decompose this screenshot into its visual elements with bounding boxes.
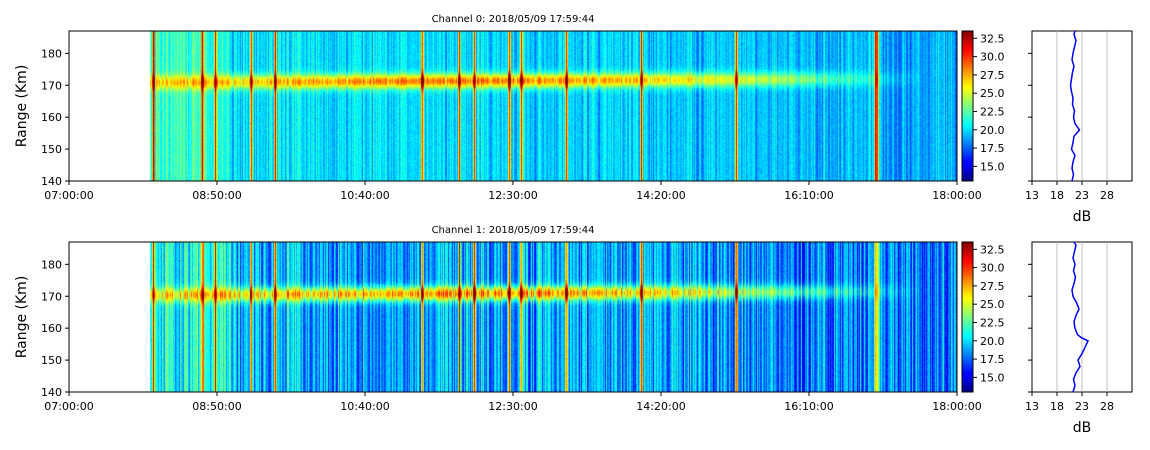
y-axis-label: Range (Km): [14, 65, 30, 148]
profile-x-tick-label: 18: [1050, 189, 1064, 202]
colorbar-tick-label: 32.5: [980, 32, 1005, 45]
y-tick-label: 150: [41, 354, 62, 367]
profile-x-tick-label: 28: [1100, 189, 1114, 202]
x-tick-label: 14:20:00: [636, 400, 685, 413]
heatmap-plot: 07:00:00 08:50:00 10:40:00 12:30:00 14:20:00…: [14, 30, 982, 202]
x-tick-label: 12:30:00: [488, 400, 537, 413]
x-tick-label: 10:40:00: [340, 189, 389, 202]
profile-x-ticks: 13 18 23 28: [1025, 392, 1114, 413]
colorbar-tick-label: 22.5: [980, 105, 1005, 118]
colorbar-tick-label: 30.0: [980, 51, 1005, 64]
y-tick-label: 180: [41, 47, 62, 60]
profile-y-ticks: [1028, 52, 1032, 182]
y-tick-label: 140: [41, 386, 62, 399]
colorbar: 15.0 17.5 20.0 22.5 25.0 27.5 30.0 32.5: [961, 241, 1005, 393]
profile-x-label: dB: [1073, 420, 1092, 436]
profile-x-label: dB: [1073, 209, 1092, 225]
colorbar-tick-label: 27.5: [980, 280, 1005, 293]
colorbar-tick-label: 22.5: [980, 316, 1005, 329]
profile-plot: 13 18 23 28 dB: [1025, 30, 1133, 225]
y-axis: 140 150 160 170 180: [41, 47, 69, 188]
x-tick-label: 16:10:00: [784, 189, 833, 202]
y-tick-label: 150: [41, 143, 62, 156]
colorbar-tick-label: 15.0: [980, 371, 1005, 384]
colorbar-tick-label: 20.0: [980, 335, 1005, 348]
x-tick-label: 07:00:00: [44, 400, 93, 413]
colorbar-frame: [961, 241, 974, 393]
profile-grid: [1056, 242, 1108, 392]
colorbar-tick-label: 27.5: [980, 69, 1005, 82]
y-tick-label: 140: [41, 175, 62, 188]
profile-line: [1069, 30, 1081, 182]
y-tick-label: 160: [41, 322, 62, 335]
profile-x-tick-label: 13: [1025, 189, 1039, 202]
colorbar: 15.0 17.5 20.0 22.5 25.0 27.5 30.0 32.5: [961, 30, 1005, 182]
colorbar-ticks: 15.0 17.5 20.0 22.5 25.0 27.5 30.0 32.5: [973, 243, 1005, 384]
colorbar-tick-label: 32.5: [980, 243, 1005, 256]
profile-plot: 13 18 23 28 dB: [1025, 241, 1133, 436]
x-axis: 07:00:00 08:50:00 10:40:00 12:30:00 14:20:00…: [44, 392, 982, 413]
profile-x-tick-label: 18: [1050, 400, 1064, 413]
colorbar-tick-label: 30.0: [980, 262, 1005, 275]
colorbar-tick-label: 25.0: [980, 298, 1005, 311]
chart-title: Channel 0: 2018/05/09 17:59:44: [432, 14, 595, 25]
colorbar-frame: [961, 30, 974, 182]
y-axis: 140 150 160 170 180: [41, 258, 69, 399]
chart-title: Channel 1: 2018/05/09 17:59:44: [432, 225, 595, 236]
y-tick-label: 170: [41, 79, 62, 92]
x-tick-label: 14:20:00: [636, 189, 685, 202]
x-tick-label: 07:00:00: [44, 189, 93, 202]
x-tick-label: 08:50:00: [192, 400, 241, 413]
profile-line: [1071, 241, 1089, 393]
x-tick-label: 08:50:00: [192, 189, 241, 202]
profile-y-ticks: [1028, 263, 1032, 393]
x-tick-label: 12:30:00: [488, 189, 537, 202]
x-tick-label: 18:00:00: [932, 189, 981, 202]
colorbar-gradient: [962, 242, 973, 392]
y-tick-label: 170: [41, 290, 62, 303]
colorbar-gradient: [962, 31, 973, 181]
colorbar-tick-label: 25.0: [980, 87, 1005, 100]
profile-x-tick-label: 13: [1025, 400, 1039, 413]
colorbar-ticks: 15.0 17.5 20.0 22.5 25.0 27.5 30.0 32.5: [973, 32, 1005, 173]
y-tick-label: 160: [41, 111, 62, 124]
profile-grid: [1056, 31, 1108, 181]
colorbar-tick-label: 17.5: [980, 353, 1005, 366]
x-tick-label: 18:00:00: [932, 400, 981, 413]
profile-x-tick-label: 28: [1100, 400, 1114, 413]
y-axis-label: Range (Km): [14, 276, 30, 359]
x-axis: 07:00:00 08:50:00 10:40:00 12:30:00 14:20:00…: [44, 181, 982, 202]
profile-x-tick-label: 23: [1075, 400, 1089, 413]
x-tick-label: 10:40:00: [340, 400, 389, 413]
profile-x-ticks: 13 18 23 28: [1025, 181, 1114, 202]
x-tick-label: 16:10:00: [784, 400, 833, 413]
colorbar-tick-label: 20.0: [980, 124, 1005, 137]
heatmap-area: [69, 242, 957, 392]
heatmap-plot: 07:00:00 08:50:00 10:40:00 12:30:00 14:20:00…: [14, 241, 982, 413]
colorbar-tick-label: 15.0: [980, 160, 1005, 173]
colorbar-tick-label: 17.5: [980, 142, 1005, 155]
panel-channel-1: Channel 1: 2018/05/09 17:59:44 07:00:00 0…: [14, 225, 1133, 436]
profile-x-tick-label: 23: [1075, 189, 1089, 202]
panel-channel-0: Channel 0: 2018/05/09 17:59:44 07:00:00 0…: [14, 14, 1133, 225]
y-tick-label: 180: [41, 258, 62, 271]
heatmap-area: [69, 31, 957, 181]
